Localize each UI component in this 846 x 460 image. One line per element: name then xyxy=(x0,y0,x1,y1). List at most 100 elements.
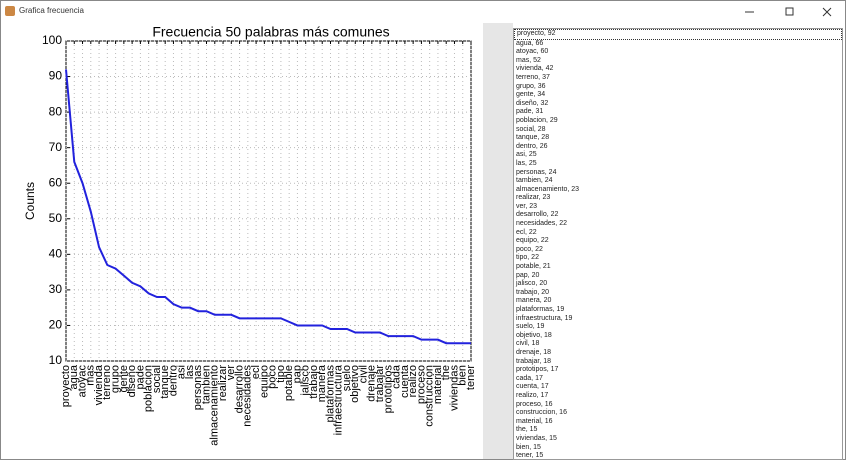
x-tick-label: trabajo xyxy=(308,365,320,399)
x-tick-label: drenaje xyxy=(366,365,378,402)
list-item[interactable]: necesidades, 22 xyxy=(516,220,567,228)
list-item[interactable]: trabajo, 20 xyxy=(516,288,550,296)
list-item[interactable]: ver, 23 xyxy=(516,202,538,210)
list-item[interactable]: suelo, 19 xyxy=(516,323,545,331)
y-tick-label: 40 xyxy=(49,247,63,261)
x-tick-label: proceso xyxy=(415,365,427,404)
y-tick-label: 80 xyxy=(49,104,63,118)
list-item[interactable]: cuenta, 17 xyxy=(516,383,549,391)
list-item[interactable]: tambien, 24 xyxy=(516,177,553,185)
x-tick-label: objetivo xyxy=(349,365,361,403)
x-tick-label: agua xyxy=(68,364,80,389)
plot-area xyxy=(65,40,472,362)
list-item[interactable]: grupo, 36 xyxy=(516,82,546,90)
list-item[interactable]: desarrollo, 22 xyxy=(516,211,559,219)
x-tick-label: equipo xyxy=(258,365,270,398)
list-item[interactable]: equipo, 22 xyxy=(516,237,549,245)
list-item[interactable]: civil, 18 xyxy=(516,340,540,348)
y-tick-label: 100 xyxy=(42,33,62,47)
x-tick-label: infraestructura xyxy=(333,364,345,435)
window-controls xyxy=(745,7,832,17)
x-tick-label: viviendas xyxy=(448,365,460,411)
list-item[interactable]: asi, 25 xyxy=(516,151,537,159)
list-item[interactable]: proceso, 16 xyxy=(516,400,553,408)
x-tick-label: pap xyxy=(291,365,303,383)
list-item[interactable]: mas, 52 xyxy=(516,56,541,64)
list-item[interactable]: tipo, 22 xyxy=(516,254,539,262)
list-item[interactable]: realizo, 17 xyxy=(516,391,549,399)
list-item[interactable]: social, 28 xyxy=(516,125,546,133)
word-listbox[interactable]: proyecto, 92 agua, 66 atoyac, 60 mas, 52 viv… xyxy=(513,28,843,460)
x-tick-label: atoyac xyxy=(76,365,88,398)
list-item[interactable]: vivienda, 42 xyxy=(516,65,554,73)
list-item[interactable]: gente, 34 xyxy=(516,91,546,99)
x-tick-label: personas xyxy=(192,365,204,411)
list-item[interactable]: almacenamiento, 23 xyxy=(516,185,580,193)
x-tick-label: cuenta xyxy=(399,364,411,398)
x-tick-label: terreno xyxy=(101,365,113,400)
x-tick-label: proyecto xyxy=(60,365,72,407)
chart: Frecuencia 50 palabras más comunes Count… xyxy=(23,24,477,446)
list-item[interactable]: diseño, 32 xyxy=(516,99,549,107)
list-item[interactable]: plataformas, 19 xyxy=(516,306,565,313)
x-tick-label: gente xyxy=(118,365,130,393)
list-item[interactable]: the, 15 xyxy=(516,426,538,434)
list-item[interactable]: agua, 66 xyxy=(516,39,544,47)
maximize-button[interactable] xyxy=(785,7,794,16)
list-item[interactable]: dentro, 26 xyxy=(516,142,548,150)
list-item[interactable]: bien, 15 xyxy=(516,443,541,451)
list-item[interactable]: objetivo, 18 xyxy=(516,331,552,339)
x-tick-label: civil xyxy=(357,365,369,383)
list-item[interactable]: tanque, 28 xyxy=(516,134,550,142)
list-item[interactable]: pade, 31 xyxy=(516,108,544,116)
x-tick-label: diseño xyxy=(126,365,138,397)
x-tick-label: the xyxy=(440,365,452,380)
list-item[interactable]: trabajar, 18 xyxy=(516,357,552,365)
y-tick-label: 90 xyxy=(49,69,63,83)
x-tick-label: las xyxy=(184,365,196,380)
list-item[interactable]: realizar, 23 xyxy=(516,194,551,202)
x-tick-label: prototipos xyxy=(382,365,394,414)
list-item[interactable]: tener, 15 xyxy=(516,452,544,460)
list-item[interactable]: poco, 22 xyxy=(516,245,543,253)
y-tick-label: 70 xyxy=(49,140,63,154)
x-tick-label: ecl xyxy=(250,365,262,379)
close-button[interactable] xyxy=(822,7,832,17)
list-item[interactable]: pap, 20 xyxy=(516,271,540,279)
x-tick-label: asi xyxy=(176,365,188,379)
x-tick-label: almacenamiento xyxy=(209,365,221,446)
list-item[interactable]: prototipos, 17 xyxy=(516,366,559,374)
x-tick-label: suelo xyxy=(341,365,353,391)
list-item[interactable]: las, 25 xyxy=(516,159,537,167)
list-item[interactable]: personas, 24 xyxy=(516,168,557,176)
list-item[interactable]: jalisco, 20 xyxy=(516,280,548,288)
list-item[interactable]: potable, 21 xyxy=(516,263,551,271)
list-item[interactable]: construccion, 16 xyxy=(516,409,567,417)
x-tick-label: poblacion xyxy=(143,365,155,412)
list-item[interactable]: cada, 17 xyxy=(516,374,543,382)
list-item[interactable]: viviendas, 15 xyxy=(516,434,557,442)
y-tick-label: 60 xyxy=(49,175,63,189)
y-tick-label: 50 xyxy=(49,211,63,225)
window-title: Grafica frecuencia xyxy=(19,6,84,15)
list-item[interactable]: terreno, 37 xyxy=(516,73,550,81)
y-tick-label: 30 xyxy=(49,282,63,296)
list-item[interactable]: proyecto, 92 xyxy=(514,29,842,40)
x-tick-label: necesidades xyxy=(242,365,254,427)
x-tick-label: realizar xyxy=(217,365,229,401)
list-item[interactable]: poblacion, 29 xyxy=(516,116,558,124)
y-axis-label: Counts xyxy=(23,182,37,220)
list-item[interactable]: infraestructura, 19 xyxy=(516,314,573,322)
list-item[interactable]: drenaje, 18 xyxy=(516,348,552,356)
list-item[interactable]: ecl, 22 xyxy=(516,228,537,236)
list-item[interactable]: atoyac, 60 xyxy=(516,48,549,56)
list-item[interactable]: material, 16 xyxy=(516,417,553,425)
list-item[interactable]: manera, 20 xyxy=(516,297,552,305)
x-tick-label: social xyxy=(151,365,163,393)
y-tick-label: 10 xyxy=(49,353,63,367)
y-tick-label: 20 xyxy=(49,318,63,332)
x-tick-label: tipo xyxy=(275,365,287,383)
x-tick-label: plataformas xyxy=(324,365,336,423)
